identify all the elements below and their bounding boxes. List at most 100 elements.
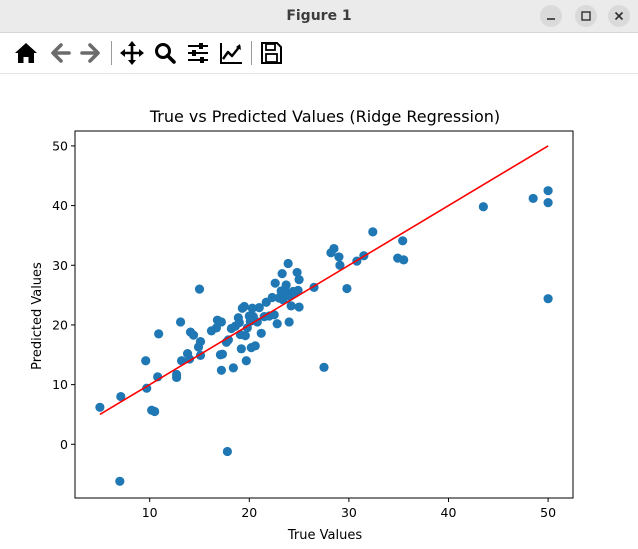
x-tick-label: 50: [540, 505, 556, 520]
data-point: [294, 302, 304, 312]
data-point: [283, 258, 293, 269]
data-point: [334, 252, 344, 262]
data-point: [281, 280, 291, 290]
data-point: [223, 335, 233, 345]
sliders-icon: [188, 43, 208, 63]
y-tick-label: 0: [60, 437, 68, 452]
forward-button[interactable]: [76, 38, 106, 68]
data-point: [269, 310, 279, 320]
toolbar-separator: [251, 41, 252, 65]
figure-canvas[interactable]: True vs Predicted Values (Ridge Regressi…: [0, 74, 638, 549]
data-point: [277, 269, 287, 279]
data-point: [115, 476, 125, 486]
data-points: [95, 186, 553, 486]
data-point: [398, 236, 408, 246]
x-axis: 10 20 30 40 50: [142, 498, 556, 520]
line-chart-icon: [220, 43, 242, 64]
magnifier-icon: [155, 43, 176, 64]
data-point: [267, 292, 277, 303]
data-point: [284, 317, 294, 327]
maximize-icon: [581, 11, 591, 21]
data-point: [543, 294, 553, 304]
data-point: [335, 260, 345, 270]
close-icon: [614, 11, 624, 21]
data-point: [319, 362, 329, 372]
y-axis: 0 10 20 30 40 50: [52, 138, 75, 452]
ideal-fit-line: [99, 145, 549, 416]
y-tick-label: 40: [52, 198, 68, 213]
data-point: [240, 331, 250, 341]
customize-button[interactable]: [216, 38, 246, 68]
window-title: Figure 1: [286, 8, 352, 24]
home-button[interactable]: [11, 38, 41, 68]
y-tick-label: 50: [52, 138, 68, 153]
close-button[interactable]: [608, 5, 630, 27]
back-button[interactable]: [45, 38, 75, 68]
data-point: [254, 303, 264, 313]
data-point: [399, 255, 409, 265]
minimize-icon: [547, 18, 555, 20]
data-point: [195, 337, 206, 347]
data-point: [368, 227, 378, 237]
data-point: [294, 274, 304, 285]
data-point: [216, 317, 227, 327]
data-point: [116, 391, 126, 402]
data-point: [478, 202, 488, 212]
data-point: [188, 330, 199, 340]
data-point: [217, 349, 228, 359]
data-point: [250, 341, 260, 351]
arrow-right-icon: [80, 43, 100, 63]
y-tick-label: 10: [52, 377, 68, 392]
reference-line: [99, 145, 549, 416]
data-point: [342, 283, 352, 294]
toolbar-separator: [111, 41, 112, 65]
data-point: [175, 317, 186, 327]
subplots-button[interactable]: [183, 38, 213, 68]
data-point: [234, 317, 244, 328]
data-point: [256, 328, 266, 338]
data-point: [222, 446, 232, 457]
x-tick-label: 40: [441, 505, 457, 520]
data-point: [171, 372, 182, 383]
data-point: [176, 356, 187, 366]
x-tick-label: 20: [241, 505, 257, 520]
data-point: [150, 406, 160, 417]
data-point: [543, 186, 553, 196]
data-point: [216, 365, 227, 375]
data-point: [95, 402, 105, 412]
save-button[interactable]: [256, 38, 286, 68]
data-point: [286, 301, 296, 311]
data-point: [247, 303, 257, 313]
pan-button[interactable]: [117, 38, 147, 68]
navigation-toolbar: [0, 33, 638, 74]
data-point: [329, 243, 339, 254]
x-tick-label: 30: [341, 505, 357, 520]
data-point: [141, 356, 151, 366]
data-point: [272, 319, 282, 329]
data-point: [293, 285, 303, 295]
data-point: [239, 301, 249, 312]
data-point: [270, 278, 280, 288]
maximize-button[interactable]: [575, 5, 597, 27]
data-point: [241, 356, 251, 366]
floppy-disk-icon: [261, 42, 282, 64]
data-point: [154, 329, 164, 339]
data-point: [228, 363, 238, 373]
zoom-button[interactable]: [150, 38, 180, 68]
y-tick-label: 30: [52, 258, 68, 273]
data-point: [236, 344, 246, 354]
plot-area: [74, 130, 574, 499]
x-tick-label: 10: [142, 505, 158, 520]
window-titlebar[interactable]: Figure 1: [0, 0, 638, 33]
data-point: [292, 267, 302, 278]
x-axis-label: True Values: [287, 528, 362, 543]
minimize-button[interactable]: [540, 5, 562, 27]
data-point: [528, 193, 538, 204]
y-tick-label: 20: [52, 317, 68, 332]
arrow-left-icon: [51, 43, 71, 63]
scatter-chart: True vs Predicted Values (Ridge Regressi…: [30, 107, 574, 543]
data-point: [194, 284, 205, 294]
chart-title: True vs Predicted Values (Ridge Regressi…: [149, 107, 500, 126]
home-icon: [15, 43, 37, 63]
y-axis-label: Predicted Values: [30, 262, 45, 370]
